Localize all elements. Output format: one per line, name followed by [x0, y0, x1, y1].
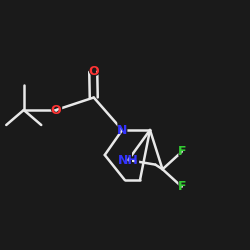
Text: O: O: [50, 102, 62, 118]
Text: N: N: [117, 124, 128, 136]
Text: F: F: [176, 179, 187, 194]
Text: O: O: [88, 65, 99, 78]
Text: F: F: [178, 180, 186, 193]
Text: NH: NH: [118, 154, 139, 166]
Text: O: O: [51, 104, 61, 117]
Text: O: O: [87, 64, 100, 79]
Text: NH: NH: [116, 152, 141, 168]
Text: F: F: [176, 144, 187, 159]
Text: F: F: [178, 145, 186, 158]
Text: N: N: [116, 122, 128, 138]
